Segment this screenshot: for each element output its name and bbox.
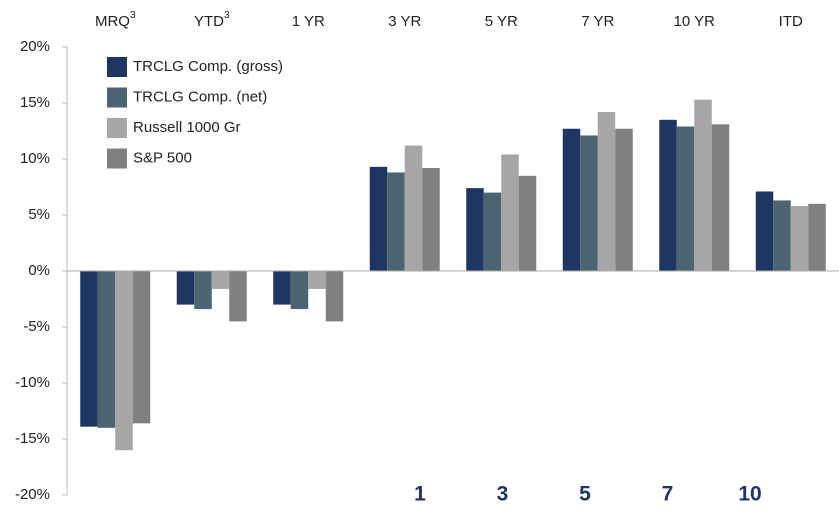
category: 3 YR xyxy=(388,13,421,30)
bar xyxy=(325,271,344,322)
bar xyxy=(308,271,326,289)
bar xyxy=(80,271,98,427)
bar xyxy=(422,167,440,271)
y-tick-label: -10% xyxy=(15,374,50,391)
bar xyxy=(132,271,151,424)
x-tick-label: ITD xyxy=(779,13,803,30)
bar xyxy=(176,271,195,305)
bar xyxy=(615,128,633,271)
legend-swatch xyxy=(107,57,127,77)
bar xyxy=(790,206,809,271)
bar xyxy=(711,124,730,271)
x-tick-label: 5 YR xyxy=(485,13,518,30)
superscript: 3 xyxy=(130,10,136,21)
category: 10 YR xyxy=(674,13,716,30)
x-tick-label: 1 YR xyxy=(292,13,325,30)
bar xyxy=(659,119,677,271)
legend-swatch xyxy=(107,148,127,169)
bar xyxy=(597,111,616,272)
x-tick-label: 7 YR xyxy=(581,13,614,30)
bar xyxy=(501,154,519,271)
category: MRQ xyxy=(95,13,130,30)
bar xyxy=(676,126,695,272)
y-tick-label: 0% xyxy=(28,262,50,279)
x-tick-label: MRQ3 xyxy=(95,10,136,30)
bar xyxy=(369,166,388,271)
y-tick-label: -20% xyxy=(15,486,50,503)
bar xyxy=(229,271,247,322)
annotation: 5 xyxy=(579,483,591,506)
bar xyxy=(694,99,712,271)
legend-label: S&P 500 xyxy=(133,149,192,166)
bar xyxy=(404,145,423,271)
bar xyxy=(562,128,581,271)
y-tick-label: 10% xyxy=(20,150,50,167)
category: 7 YR xyxy=(581,13,614,30)
category: ITD xyxy=(779,13,803,30)
x-tick-label: YTD3 xyxy=(194,10,230,30)
bar xyxy=(773,200,791,271)
bar xyxy=(194,271,212,310)
category: 1 YR xyxy=(292,13,325,30)
x-tick-label: 3 YR xyxy=(388,13,421,30)
bar xyxy=(97,271,116,428)
legend-label: Russell 1000 Gr xyxy=(133,119,241,136)
legend-swatch xyxy=(107,118,127,138)
bar xyxy=(518,175,537,271)
bar xyxy=(808,203,826,271)
y-tick-label: 15% xyxy=(20,94,50,111)
bar xyxy=(466,188,484,271)
bar xyxy=(115,271,133,451)
y-tick-label: 5% xyxy=(28,206,50,223)
y-tick-label: -5% xyxy=(23,318,50,335)
annotation: 1 xyxy=(414,483,426,506)
legend-label: TRCLG Comp. (net) xyxy=(133,88,267,105)
bar xyxy=(211,271,230,289)
legend-label: TRCLG Comp. (gross) xyxy=(133,58,283,75)
bar xyxy=(387,172,405,271)
bar xyxy=(273,271,291,305)
annotation: 7 xyxy=(662,483,674,506)
x-tick-label: 10 YR xyxy=(674,13,716,30)
bar xyxy=(580,135,598,271)
superscript: 3 xyxy=(224,10,230,21)
legend-swatch xyxy=(107,87,127,108)
y-tick-label: -15% xyxy=(15,430,50,447)
bar xyxy=(755,191,774,271)
bar xyxy=(290,271,309,310)
category: 5 YR xyxy=(485,13,518,30)
annotation: 3 xyxy=(497,483,509,506)
category: YTD xyxy=(194,13,224,30)
annotation: 10 xyxy=(738,483,761,506)
bar xyxy=(483,192,502,271)
y-tick-label: 20% xyxy=(20,38,50,55)
